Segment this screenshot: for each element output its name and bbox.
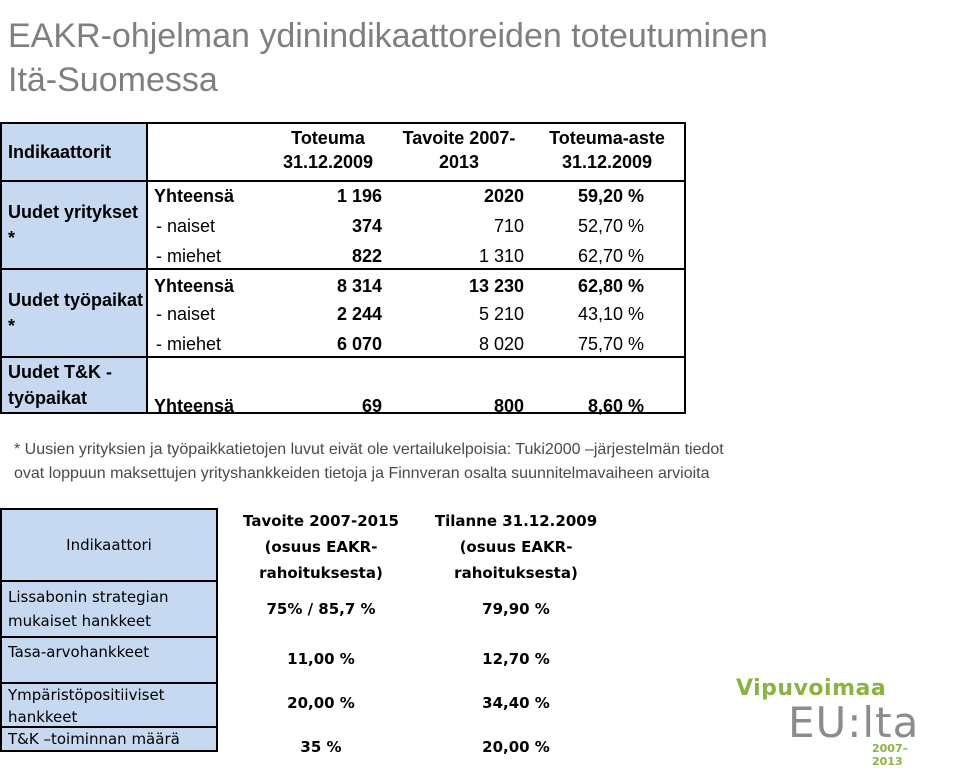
group-new-jobs: Uudet työpaikat * — [2, 270, 146, 358]
page-title-line2: Itä-Suomessa — [8, 61, 218, 99]
divider — [148, 180, 684, 182]
group-new-rd-jobs: Uudet T&K -työpaikat — [8, 362, 112, 408]
row-label-lissabon: Lissabonin strategian mukaiset hankkeet — [2, 582, 216, 638]
indicator-column: Indikaattorit Uudet yritykset * Uudet ty… — [0, 122, 148, 414]
row-label-tk: T&K –toiminnan määrä — [8, 730, 180, 748]
value-tilanne-tk: 20,00 % — [482, 738, 550, 756]
value-tavoite-tasa-arvo: 11,00 % — [287, 650, 355, 668]
page-title-line1: EAKR-ohjelman ydinindikaattoreiden toteu… — [8, 17, 768, 55]
divider — [148, 356, 684, 358]
header-tavoite: Tavoite 2007- 2013 — [402, 128, 516, 172]
header-tavoite-2015: Tavoite 2007-2015 (osuus EAKR- rahoituks… — [243, 512, 399, 582]
value-tavoite-ymparisto: 20,00 % — [287, 694, 355, 712]
footnote: * Uusien yrityksien ja työpaikkatietojen… — [14, 441, 724, 482]
table-row: Yhteensä 8 314 13 230 62,80 % — [154, 276, 644, 296]
value-tavoite-lissabon: 75% / 85,7 % — [266, 600, 376, 618]
divider — [148, 268, 684, 270]
table-row: - naiset 374 710 52,70 % — [156, 216, 644, 236]
share-table: Tavoite 2007-2015 (osuus EAKR- rahoituks… — [218, 508, 608, 756]
value-tilanne-lissabon: 79,90 % — [482, 600, 550, 618]
value-tavoite-tk: 35 % — [300, 738, 342, 756]
vipuvoimaa-logo: Vipuvoimaa EU:lta 2007–2013 — [736, 676, 920, 768]
value-tilanne-tasa-arvo: 12,70 % — [482, 650, 550, 668]
indicator-column-2: Indikaattori Lissabonin strategian mukai… — [0, 508, 218, 752]
page-title: EAKR-ohjelman ydinindikaattoreiden toteu… — [8, 14, 908, 102]
indicators-header: Indikaattorit — [2, 124, 146, 182]
table-row: - naiset 2 244 5 210 43,10 % — [156, 304, 644, 324]
header-toteuma: Toteuma 31.12.2009 — [282, 128, 374, 172]
value-tilanne-ymparisto: 34,40 % — [482, 694, 550, 712]
row-label-tasa-arvo: Tasa-arvohankkeet — [2, 638, 216, 684]
header-tilanne-2009: Tilanne 31.12.2009 (osuus EAKR- rahoituk… — [434, 512, 598, 582]
indicators-table: Toteuma 31.12.2009 Tavoite 2007- 2013 To… — [148, 122, 686, 416]
table-row: Yhteensä 1 196 2020 59,20 % — [154, 186, 644, 206]
table-row: - miehet 822 1 310 62,70 % — [156, 246, 644, 266]
header-toteuma-aste: Toteuma-aste 31.12.2009 — [549, 128, 665, 172]
table-row: Yhteensä 69 800 8,60 % — [154, 396, 644, 416]
row-label-ymparisto: Ympäristöpositiiviset hankkeet — [2, 684, 216, 728]
indicator-header: Indikaattori — [2, 510, 216, 582]
group-new-companies: Uudet yritykset * — [2, 182, 146, 270]
table-row: - miehet 6 070 8 020 75,70 % — [156, 334, 644, 354]
